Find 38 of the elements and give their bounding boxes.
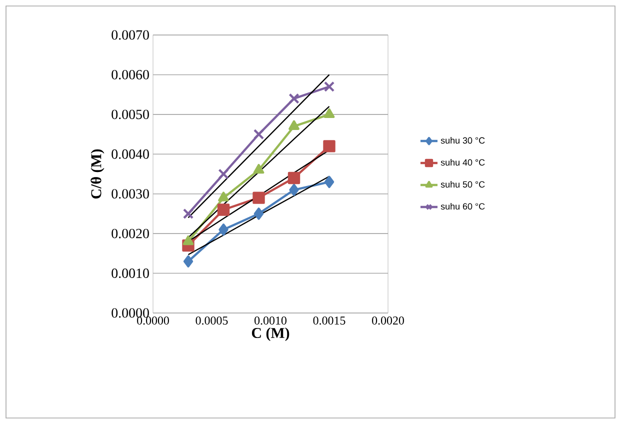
- legend-label: suhu 40 °C: [440, 159, 485, 166]
- legend-label: suhu 30 °C: [440, 137, 485, 144]
- point: [217, 204, 230, 216]
- point: [254, 208, 264, 220]
- point: [288, 172, 300, 184]
- legend-label: suhu 60 °C: [440, 202, 485, 210]
- point: [289, 184, 299, 196]
- point: [324, 81, 335, 92]
- y-tick-label: 0.0020: [112, 228, 149, 238]
- y-tick-label: 0.0000: [112, 308, 149, 318]
- y-tick-label: 0.0040: [112, 149, 149, 159]
- point: [324, 108, 335, 118]
- point: [324, 176, 334, 188]
- point: [218, 192, 229, 202]
- y-tick-label: 0.0050: [112, 110, 149, 120]
- point: [252, 192, 265, 204]
- y-tick-label: 0.0030: [112, 189, 149, 199]
- point: [182, 208, 194, 220]
- y-axis-title: C/θ (M): [90, 149, 104, 199]
- legend-label: suhu 50 °C: [440, 180, 485, 188]
- point: [182, 235, 194, 246]
- point: [323, 140, 336, 152]
- point: [183, 255, 194, 268]
- point: [253, 164, 264, 174]
- point: [288, 93, 300, 104]
- x-tick-label: 0.0010: [254, 316, 286, 325]
- point: [288, 120, 300, 130]
- x-tick-label: 0.0000: [137, 316, 169, 325]
- x-tick-label: 0.0020: [372, 316, 404, 325]
- x-tick-label: 0.0005: [196, 316, 228, 325]
- point: [218, 168, 229, 180]
- y-tick-label: 0.0060: [112, 70, 149, 80]
- y-tick-label: 0.0010: [112, 268, 149, 278]
- x-axis-title: C (M): [252, 327, 290, 342]
- point: [253, 128, 264, 140]
- point: [218, 224, 228, 236]
- x-tick-label: 0.0015: [313, 316, 346, 325]
- y-tick-label: 0.0070: [112, 30, 149, 40]
